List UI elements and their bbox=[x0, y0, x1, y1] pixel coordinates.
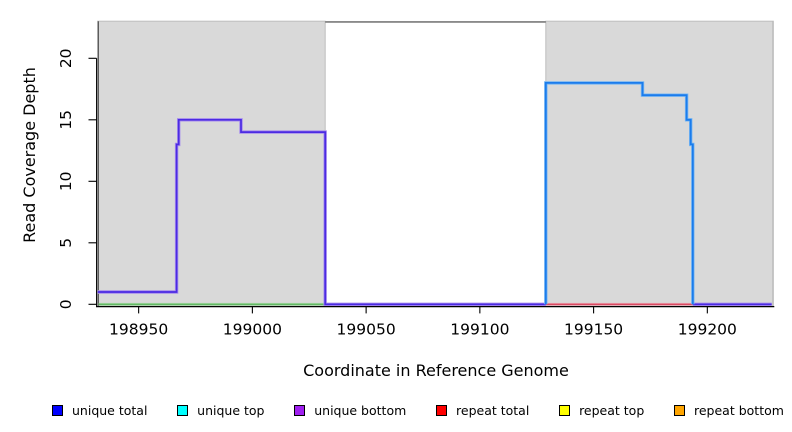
legend-item-unique-total: unique total bbox=[52, 403, 147, 418]
x-tick-label: 199200 bbox=[678, 321, 737, 339]
legend-label: repeat top bbox=[579, 402, 645, 418]
repeat-region-rect-0 bbox=[97, 20, 326, 307]
legend-item-repeat-top: repeat top bbox=[559, 403, 644, 418]
series-line-unique-coverage-right bbox=[544, 82, 694, 305]
legend-swatch-icon bbox=[674, 404, 685, 416]
series-line-unique-coverage-left bbox=[97, 118, 546, 306]
legend-item-unique-bottom: unique bottom bbox=[294, 403, 406, 418]
y-tick-label: 10 bbox=[57, 171, 75, 191]
y-tick-label: 20 bbox=[57, 48, 75, 68]
legend-label: repeat bottom bbox=[694, 402, 784, 418]
legend-item-repeat-total: repeat total bbox=[436, 403, 529, 418]
legend-item-repeat-bottom: repeat bottom bbox=[674, 403, 784, 418]
x-tick-label: 199050 bbox=[337, 321, 396, 339]
x-tick-label: 199000 bbox=[223, 321, 282, 339]
legend-label: repeat total bbox=[456, 402, 530, 418]
x-axis-title: Coordinate in Reference Genome bbox=[303, 361, 569, 380]
legend-item-unique-top: unique top bbox=[177, 403, 264, 418]
legend-swatch-icon bbox=[436, 404, 448, 416]
legend-swatch-icon bbox=[52, 404, 63, 416]
x-tick-label: 199150 bbox=[564, 321, 623, 339]
y-tick-label: 5 bbox=[57, 238, 75, 248]
legend-swatch-icon bbox=[294, 404, 306, 416]
legend-label: unique bottom bbox=[314, 402, 407, 418]
legend-swatch-icon bbox=[559, 404, 571, 416]
legend-swatch-icon bbox=[177, 404, 189, 416]
x-tick-label: 198950 bbox=[109, 321, 168, 339]
legend-label: unique top bbox=[197, 402, 265, 418]
chart-legend: unique total unique top unique bottom repea… bbox=[52, 398, 784, 422]
y-tick-label: 0 bbox=[57, 299, 75, 309]
legend-label: unique total bbox=[72, 402, 148, 418]
repeat-region-rect-1 bbox=[545, 20, 774, 307]
y-axis-title: Read Coverage Depth bbox=[20, 67, 39, 243]
x-tick-label: 199100 bbox=[450, 321, 509, 339]
y-tick-label: 15 bbox=[57, 110, 75, 130]
coverage-chart: 198950 199000 199050 199100 199150 199200 0 5 10… bbox=[57, 20, 775, 339]
